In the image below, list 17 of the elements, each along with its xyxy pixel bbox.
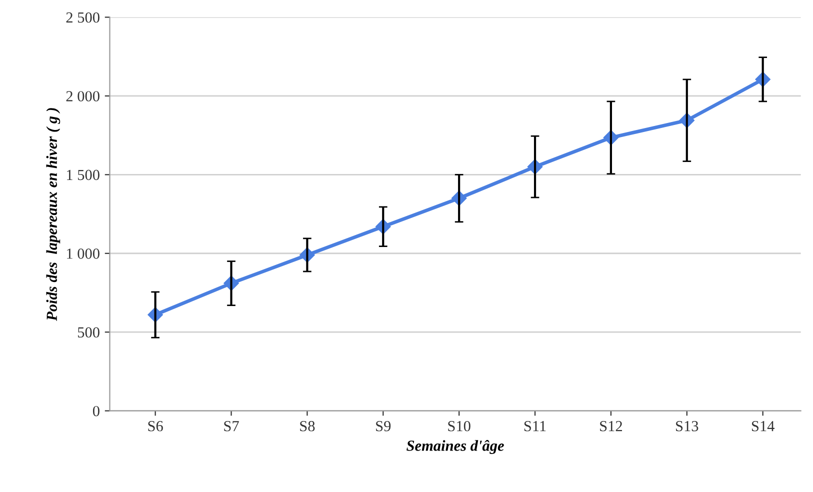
y-tick-label: 1 500 (67, 170, 100, 180)
y-tick-label: 500 (78, 327, 100, 338)
y-tick-label: 2 000 (66, 91, 100, 102)
x-tick-label: S12 (600, 421, 622, 432)
x-tick-label: S10 (448, 420, 470, 432)
x-tick-label: S9 (376, 421, 391, 432)
x-tick-label: S13 (676, 421, 698, 432)
x-tick-label: S8 (300, 420, 315, 432)
x-axis-title: Semaines d'âge (406, 440, 504, 454)
x-tick-label: S11 (524, 421, 546, 432)
x-tick-label: S6 (148, 421, 163, 432)
y-tick-label: 0 (92, 406, 100, 416)
x-tick-label: S7 (224, 421, 239, 432)
x-tick-label: S14 (752, 421, 774, 432)
y-tick-label: 1 000 (67, 248, 100, 259)
y-axis-title: Poids des lapereaux en hiver ( g ) (46, 108, 60, 321)
y-tick-label: 2 500 (66, 12, 100, 23)
